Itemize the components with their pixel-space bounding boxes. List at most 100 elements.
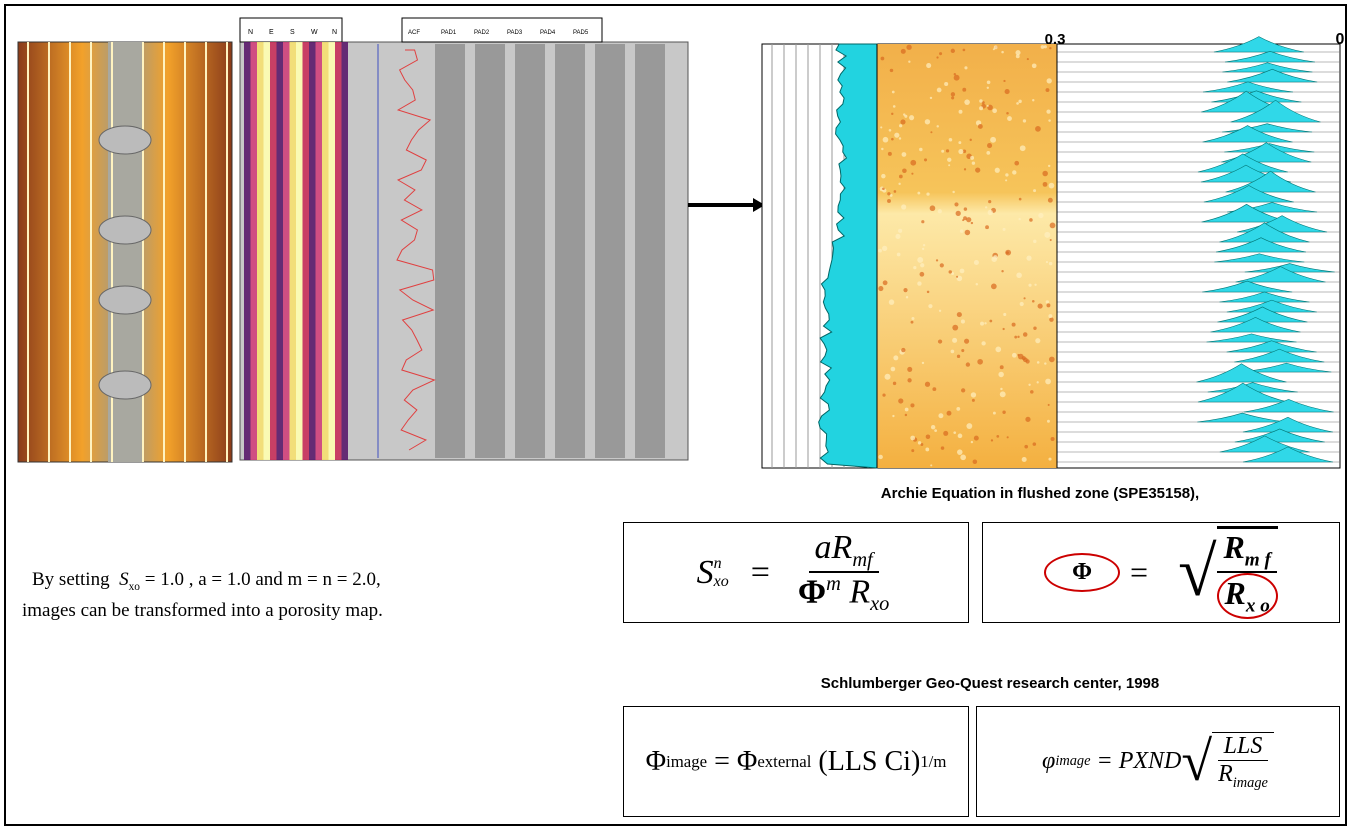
- speckle: [1035, 126, 1041, 132]
- speckle: [973, 460, 978, 465]
- eq-part: image: [1233, 774, 1268, 790]
- speckle: [1029, 218, 1033, 222]
- speckle: [925, 119, 930, 124]
- speckle: [941, 150, 944, 153]
- speckle: [1041, 45, 1045, 49]
- speckle: [979, 99, 983, 103]
- page: 0.3 0 NESWNACFPAD1PAD2PAD3PAD4PAD5 Archi…: [0, 0, 1354, 831]
- speckle: [906, 45, 911, 50]
- text: = 1.0 , a = 1.0 and m = n = 2.0,: [145, 569, 381, 590]
- speckle: [901, 348, 905, 352]
- header-label: PAD4: [540, 30, 556, 36]
- image-strip: [316, 42, 323, 460]
- pad-strip: [595, 44, 625, 458]
- speckle: [1050, 222, 1056, 228]
- eq-part: = PXND: [1097, 748, 1182, 775]
- speckle: [898, 398, 903, 403]
- speckle: [1048, 458, 1051, 461]
- eq-part: R: [849, 574, 870, 611]
- speckle: [1019, 198, 1022, 201]
- speckle: [990, 137, 996, 143]
- speckle: [897, 253, 901, 257]
- speckle: [964, 168, 966, 170]
- speckle: [938, 339, 942, 343]
- speckle: [1001, 51, 1004, 54]
- speckle: [987, 105, 989, 107]
- speckle: [900, 119, 905, 124]
- speckle: [893, 355, 898, 360]
- speckle: [1022, 457, 1027, 462]
- speckle: [922, 248, 924, 250]
- speckle: [1020, 302, 1024, 306]
- speckle: [970, 139, 972, 141]
- speckle: [952, 338, 957, 343]
- speckle: [1049, 183, 1055, 189]
- speckle: [899, 137, 901, 139]
- speckle: [985, 225, 989, 229]
- eq-part: mf: [852, 548, 872, 570]
- speckle: [971, 222, 973, 224]
- speckle: [898, 229, 902, 233]
- speckle: [993, 412, 996, 415]
- image-strip: [303, 42, 310, 460]
- speckle: [1015, 50, 1020, 55]
- speckle: [906, 296, 908, 298]
- speckle: [1023, 332, 1028, 337]
- speckle: [1007, 116, 1012, 121]
- eq-part: x o: [1246, 595, 1270, 616]
- speckle: [1000, 391, 1006, 397]
- speckle: [917, 257, 923, 263]
- image-strip: [342, 42, 349, 460]
- header-label: W: [311, 29, 318, 36]
- speckle: [1034, 284, 1036, 286]
- speckle: [1047, 78, 1052, 83]
- speckle: [986, 151, 990, 155]
- speckle: [1017, 354, 1019, 356]
- speckle: [960, 454, 966, 460]
- speckle: [918, 441, 921, 444]
- eq-part: R: [1225, 575, 1246, 611]
- speckle: [878, 249, 882, 253]
- speckle: [1048, 314, 1052, 318]
- eq-part: S: [697, 554, 714, 592]
- speckle: [925, 382, 930, 387]
- image-strip: [290, 42, 297, 460]
- speckle: [882, 393, 885, 396]
- eq-part: Φ: [798, 574, 826, 611]
- speckle: [939, 52, 942, 55]
- eq-part: xo: [714, 573, 729, 591]
- speckle: [931, 425, 935, 429]
- eq-part: =: [1130, 554, 1148, 591]
- eq-part: aR: [815, 529, 853, 566]
- speckle: [946, 149, 949, 152]
- speckle: [954, 202, 958, 206]
- speckle: [992, 108, 997, 113]
- speckle: [956, 276, 958, 278]
- speckle: [971, 392, 976, 397]
- speckle: [949, 138, 953, 142]
- speckle: [1048, 404, 1050, 406]
- eq-part: m: [826, 573, 841, 595]
- image-strip: [329, 42, 336, 460]
- speckle: [1033, 442, 1037, 446]
- speckle: [958, 149, 963, 154]
- speckle: [910, 403, 914, 407]
- speckle: [932, 387, 936, 391]
- speckle: [977, 359, 983, 365]
- speckle: [882, 187, 885, 190]
- speckle: [956, 407, 960, 411]
- speckle: [891, 138, 894, 141]
- speckle: [1047, 420, 1050, 423]
- speckle: [1049, 262, 1052, 265]
- header-label: PAD2: [474, 30, 490, 36]
- speckle: [926, 192, 929, 195]
- speckle: [1003, 228, 1006, 231]
- speckle: [902, 168, 907, 173]
- speckle: [910, 436, 915, 441]
- speckle: [924, 158, 927, 161]
- speckle: [907, 378, 911, 382]
- speckle: [952, 325, 958, 331]
- speckle: [881, 148, 883, 150]
- eq-part: = Φ: [714, 746, 757, 778]
